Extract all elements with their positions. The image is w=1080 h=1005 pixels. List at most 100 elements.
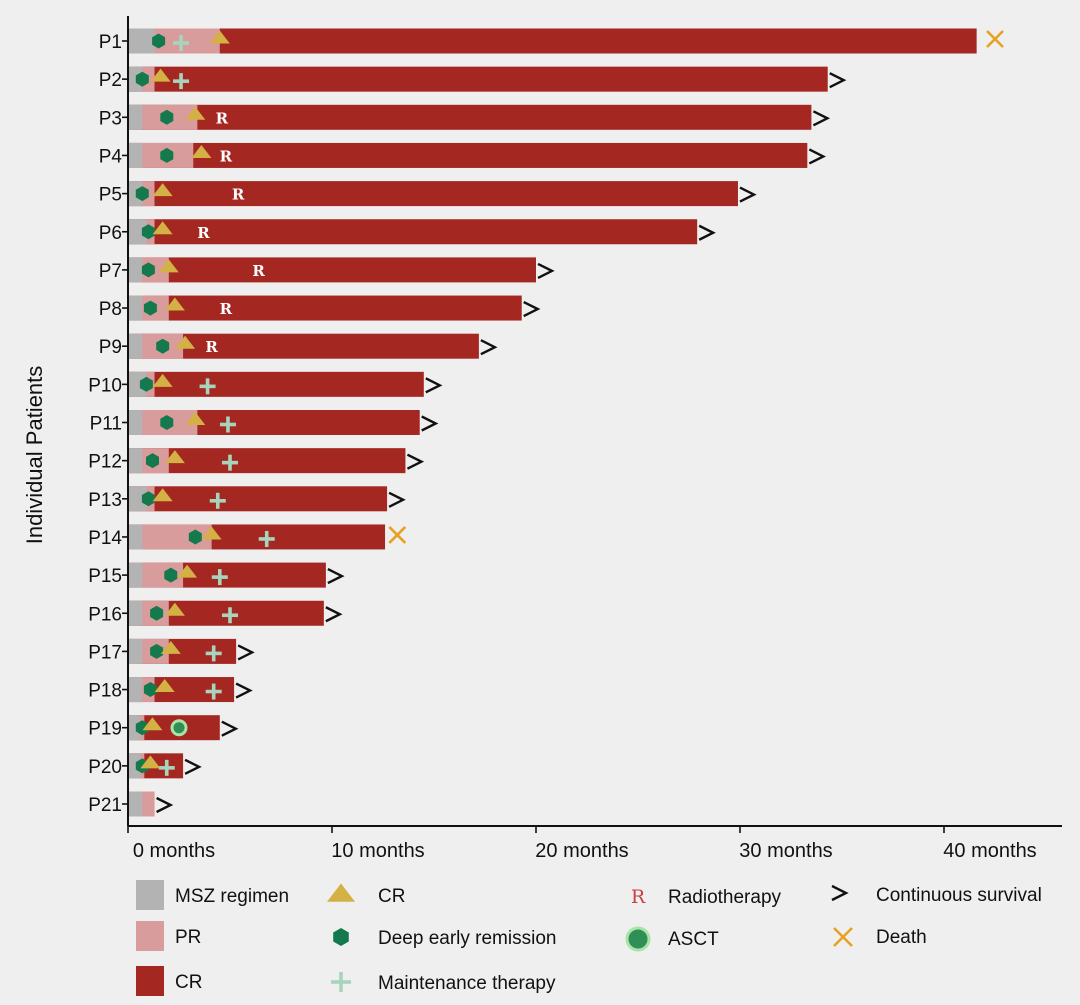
- maintenance-marker-P15: [211, 569, 228, 586]
- legend-swatch-cr: [136, 966, 164, 996]
- survival-arrow-P12: [406, 453, 425, 470]
- bar-msz-P1: [128, 28, 155, 54]
- bar-msz-P4: [128, 142, 143, 168]
- cr-marker-P4: [191, 144, 212, 158]
- legend-label-deep: Deep early remission: [378, 928, 556, 949]
- deep-remission-marker-P4: [160, 147, 174, 163]
- row-label-P20: P20: [88, 757, 122, 778]
- cr-marker-P20: [140, 755, 161, 769]
- radiotherapy-marker-P4: R: [220, 147, 233, 165]
- deep-remission-marker-P5: [135, 186, 149, 202]
- deep-remission-marker-P15: [164, 567, 178, 583]
- radiotherapy-marker-P8: R: [220, 300, 233, 318]
- deep-remission-marker-P13: [141, 491, 155, 507]
- bar-msz-P15: [128, 562, 143, 588]
- bar-cr-P3: [128, 104, 812, 130]
- legend-swatch-pr: [136, 921, 164, 951]
- survival-arrow-P18: [235, 682, 253, 699]
- legend-label-arrow: Continuous survival: [876, 885, 1042, 906]
- cr-marker-P1: [209, 30, 230, 44]
- survival-arrow-P16: [325, 606, 343, 623]
- row-label-P5: P5: [99, 185, 122, 206]
- survival-arrow-P4: [808, 148, 827, 165]
- deep-remission-marker-P18: [143, 682, 157, 697]
- deep-remission-marker-P14: [188, 529, 202, 545]
- row-label-P6: P6: [99, 223, 122, 244]
- cr-marker-P16: [164, 602, 185, 616]
- deep-remission-marker-P7: [141, 262, 155, 278]
- cr-marker-P10: [152, 373, 173, 387]
- legend-label-pr: PR: [175, 927, 201, 948]
- bar-cr-P10: [128, 371, 424, 397]
- bar-msz-P18: [128, 677, 143, 703]
- survival-arrow-P20: [184, 758, 202, 775]
- maintenance-marker-P2: [173, 73, 190, 90]
- x-tick-label: 0 months: [133, 840, 215, 862]
- bar-msz-P7: [128, 257, 143, 283]
- bar-msz-P20: [128, 753, 141, 779]
- row-label-P1: P1: [99, 32, 122, 53]
- bar-msz-P3: [128, 104, 143, 130]
- death-marker-P1: [986, 30, 1004, 48]
- bar-msz-P6: [128, 219, 147, 245]
- bar-cr-P8: [128, 295, 522, 321]
- maintenance-marker-P18: [205, 683, 222, 700]
- cr-marker-P17: [160, 640, 181, 654]
- cr-marker-P7: [158, 259, 179, 273]
- survival-arrow-P2: [829, 72, 847, 89]
- bar-cr-P4: [128, 142, 808, 168]
- deep-remission-marker-P11: [160, 415, 174, 430]
- bar-msz-P16: [128, 600, 143, 626]
- cr-marker-P5: [152, 183, 173, 197]
- bar-msz-P19: [128, 715, 141, 741]
- legend-label-radio: Radiotherapy: [668, 887, 782, 908]
- bar-msz-P5: [128, 181, 143, 207]
- row-label-P12: P12: [88, 452, 122, 473]
- survival-arrow-P21: [156, 796, 174, 814]
- x-tick-label: 30 months: [739, 840, 832, 862]
- cr-marker-P2: [150, 68, 171, 82]
- row-label-P11: P11: [90, 414, 122, 435]
- maintenance-marker-P1: [173, 35, 190, 51]
- bar-msz-P11: [128, 410, 143, 435]
- survival-arrow-P17: [237, 644, 255, 661]
- survival-arrow-P19: [221, 720, 239, 737]
- legend-deep-remission-marker: [333, 928, 349, 946]
- legend-radiotherapy-marker: R: [631, 886, 646, 908]
- legend-survival-arrow: [831, 884, 849, 902]
- deep-remission-marker-P10: [139, 376, 153, 392]
- deep-remission-marker-P8: [143, 300, 157, 316]
- bar-msz-P8: [128, 295, 143, 321]
- x-tick-label: 20 months: [535, 840, 628, 862]
- deep-remission-marker-P19: [135, 720, 149, 736]
- bar-msz-P17: [128, 638, 143, 664]
- maintenance-marker-P13: [209, 492, 226, 509]
- row-label-P7: P7: [99, 261, 122, 282]
- cr-marker-P19: [142, 717, 163, 731]
- survival-arrow-P7: [537, 262, 555, 279]
- legend-cr-marker: [327, 883, 355, 902]
- deep-remission-marker-P17: [150, 643, 164, 659]
- bars-layer: [128, 28, 977, 817]
- row-label-P19: P19: [88, 719, 122, 740]
- maintenance-marker-P20: [158, 759, 175, 776]
- cr-marker-P14: [201, 526, 222, 540]
- legend-label-cr: CR: [175, 972, 202, 993]
- legend-label-death: Death: [876, 927, 927, 948]
- row-label-P15: P15: [88, 566, 122, 587]
- survival-arrow-P15: [327, 568, 345, 585]
- axes-layer: P1 P2 P3 P4 P5 P6 P7 P8 P9 P10 P11 P12 P13 P14 P15 P16 P…: [88, 16, 1062, 862]
- cr-marker-P8: [164, 297, 185, 311]
- bar-msz-P21: [128, 791, 143, 817]
- row-label-P2: P2: [99, 70, 122, 91]
- survival-arrow-P6: [698, 224, 716, 241]
- cr-marker-P18: [154, 679, 175, 693]
- cr-marker-P11: [185, 412, 206, 425]
- radiotherapy-marker-P5: R: [232, 186, 245, 204]
- bar-cr-P7: [128, 257, 536, 283]
- deep-remission-marker-P12: [146, 453, 159, 469]
- survival-arrow-P5: [739, 186, 757, 203]
- cr-marker-P12: [164, 450, 185, 464]
- cr-marker-P13: [152, 488, 173, 502]
